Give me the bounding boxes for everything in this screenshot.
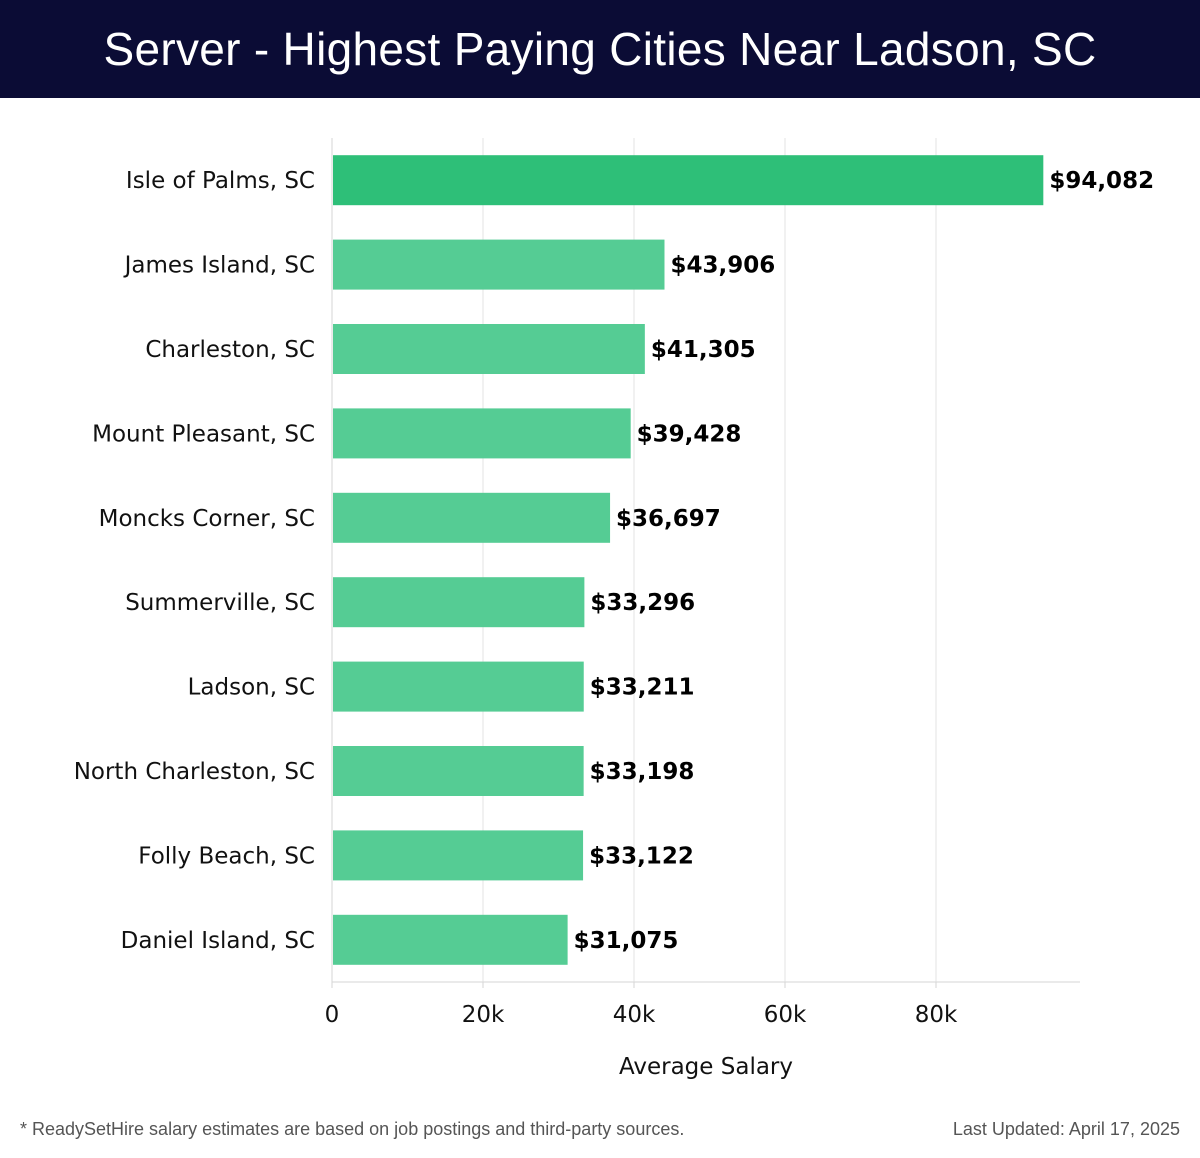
category-label: Mount Pleasant, SC — [92, 421, 315, 447]
value-label: $33,198 — [590, 759, 695, 785]
labels: Isle of Palms, SC $94,082 James Island, SC… — [74, 168, 1154, 954]
bar — [333, 661, 584, 712]
bar — [333, 324, 645, 374]
bars — [333, 155, 1044, 965]
bar — [333, 408, 631, 459]
x-tick-label: 20k — [462, 1002, 505, 1028]
last-updated: Last Updated: April 17, 2025 — [952, 1119, 1180, 1139]
value-label: $94,082 — [1049, 168, 1154, 194]
bar — [333, 239, 665, 290]
x-tick-label: 40k — [613, 1002, 656, 1028]
value-label: $33,296 — [590, 590, 695, 616]
value-label: $31,075 — [574, 928, 679, 954]
bar — [333, 830, 584, 881]
x-axis-title: Average Salary — [619, 1054, 793, 1080]
chart-header: Server - Highest Paying Cities Near Lads… — [0, 0, 1200, 98]
category-label: Charleston, SC — [145, 337, 315, 363]
value-label: $41,305 — [651, 337, 756, 363]
category-label: Folly Beach, SC — [138, 843, 315, 869]
x-tick-label: 0 — [325, 1002, 340, 1028]
bar-chart: Isle of Palms, SC $94,082 James Island, SC… — [74, 138, 1154, 1080]
footnote: * ReadySetHire salary estimates are base… — [20, 1119, 685, 1139]
category-label: Ladson, SC — [188, 675, 315, 701]
chart-title: Server - Highest Paying Cities Near Lads… — [103, 23, 1097, 75]
bar — [333, 577, 585, 628]
bar — [333, 914, 568, 965]
category-label: Isle of Palms, SC — [126, 168, 315, 194]
category-label: James Island, SC — [123, 253, 315, 279]
value-label: $36,697 — [616, 506, 721, 532]
bar — [333, 492, 611, 543]
value-label: $39,428 — [637, 421, 742, 447]
x-tick-label: 80k — [915, 1002, 958, 1028]
value-label: $43,906 — [670, 253, 775, 279]
bar — [333, 155, 1044, 206]
category-label: North Charleston, SC — [74, 759, 315, 785]
category-label: Moncks Corner, SC — [99, 506, 315, 532]
x-axis: 0 20k 40k 60k 80k Average Salary — [325, 981, 1080, 1080]
category-label: Summerville, SC — [125, 590, 315, 616]
bar — [333, 746, 584, 796]
value-label: $33,122 — [589, 843, 694, 869]
x-tick-label: 60k — [764, 1002, 807, 1028]
category-label: Daniel Island, SC — [121, 928, 315, 954]
value-label: $33,211 — [590, 675, 695, 701]
